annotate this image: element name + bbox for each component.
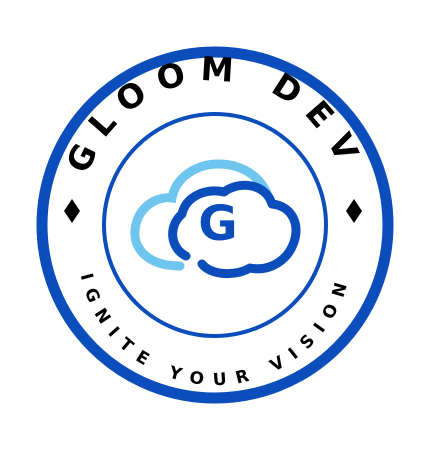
right-diamond-icon bbox=[346, 199, 362, 223]
cloud-light-arc bbox=[130, 159, 273, 271]
cloud-dark-arc bbox=[168, 180, 301, 278]
outer-ring bbox=[36, 46, 394, 404]
cloud-icon bbox=[130, 159, 301, 278]
monogram-letter: G bbox=[198, 196, 237, 252]
inner-ring bbox=[102, 112, 328, 338]
left-diamond-icon bbox=[64, 199, 80, 223]
